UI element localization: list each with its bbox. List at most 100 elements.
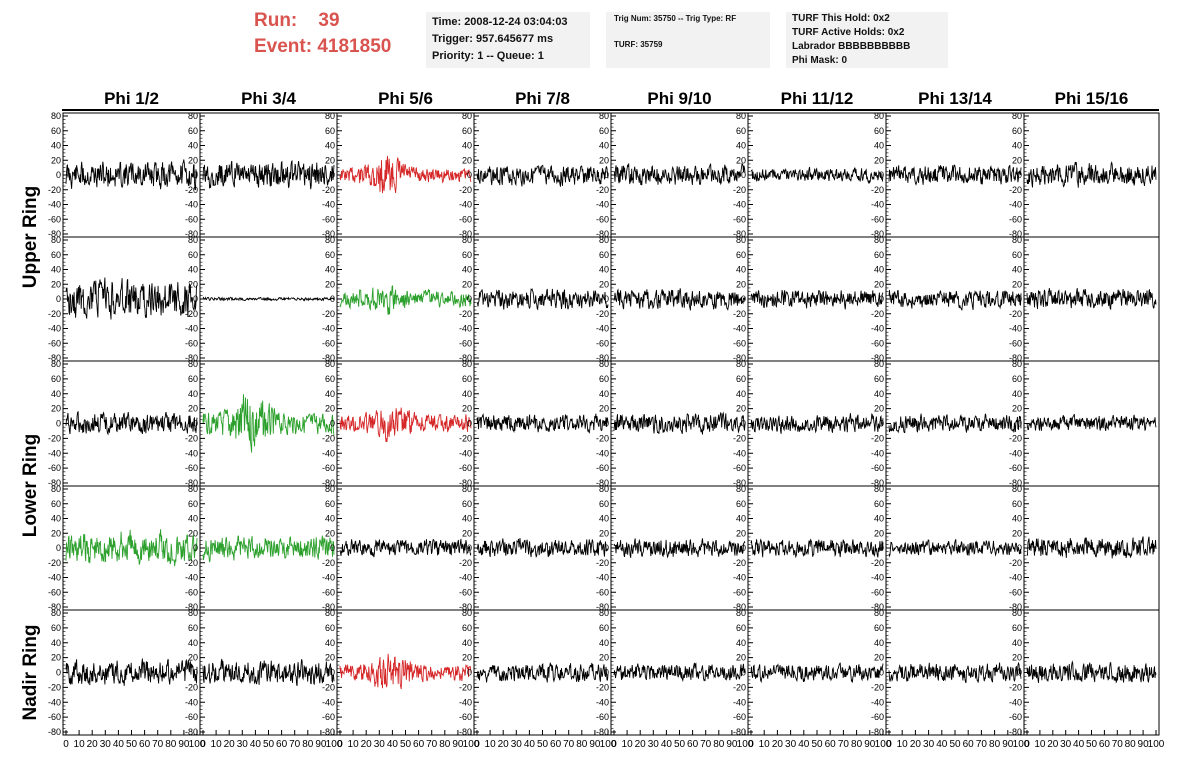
y-tick-label: 40 [325,141,335,151]
y-tick-label: 0 [467,294,472,304]
y-tick-label: -80 [596,727,609,737]
y-tick-label: -80 [185,478,198,488]
y-tick-label: -60 [322,338,335,348]
y-tick-label: 20 [188,528,198,538]
y-tick-label: 0 [330,668,335,678]
waveform-panel: -80 -60 -40 -20 0 20 40 60 80 [871,235,1025,363]
waveform-panel: -80 -60 -40 -20 0 20 40 60 80 [185,235,338,363]
y-tick-label: -60 [596,463,609,473]
y-tick-label: -40 [596,448,609,458]
y-tick-label: -20 [459,682,472,692]
y-tick-label: 40 [325,265,335,275]
phi-mask-text: Phi Mask: 0 [792,55,848,66]
y-tick-label: -20 [1009,309,1022,319]
y-tick-label: -80 [1009,478,1022,488]
y-tick-label: -40 [48,573,61,583]
y-tick-label: 40 [188,514,198,524]
y-tick-label: -80 [871,353,884,363]
waveform-trace [339,538,472,558]
run-row: Run: 39 [254,8,391,34]
y-tick-label: -60 [1009,463,1022,473]
y-tick-label: 0 [879,170,884,180]
y-tick-label: 60 [51,126,61,136]
waveform-panel: -80 -60 -40 -20 0 20 40 60 80 [185,484,338,612]
y-tick-label: -40 [596,200,609,210]
waveform-trace [888,413,1022,434]
y-tick-label: 0 [330,294,335,304]
y-tick-label: -80 [48,602,61,612]
y-tick-label: -20 [871,309,884,319]
y-tick-label: 60 [1012,126,1022,136]
y-tick-label: 20 [599,155,609,165]
y-tick-label: -60 [733,338,746,348]
y-tick-label: 80 [1012,484,1022,494]
x-tick-label: 40 [524,739,536,750]
y-tick-label: -60 [871,587,884,597]
x-tick-label: 50 [263,739,275,750]
y-tick-label: 0 [879,668,884,678]
waveform-panel: -80 -60 -40 -20 0 20 40 60 80 [733,235,887,363]
y-tick-label: -60 [459,712,472,722]
waveform-trace [1026,413,1157,432]
waveform-panel: -80 -60 -40 -20 0 20 40 60 80 [733,111,887,239]
y-tick-label: -20 [185,433,198,443]
y-tick-label: -20 [733,185,746,195]
x-tick-label: 70 [700,739,712,750]
y-tick-label: 20 [599,404,609,414]
y-tick-label: 40 [874,141,884,151]
y-tick-label: -60 [596,587,609,597]
y-tick-label: -80 [733,229,746,239]
y-tick-label: -40 [459,448,472,458]
y-tick-label: -40 [733,200,746,210]
y-tick-label: -80 [871,478,884,488]
y-tick-label: -40 [1009,697,1022,707]
y-tick-label: -80 [1009,229,1022,239]
y-tick-label: -20 [1009,682,1022,692]
y-tick-label: 60 [462,499,472,509]
column-title: Phi 13/14 [918,89,992,108]
y-tick-label: 60 [325,623,335,633]
y-tick-label: -20 [871,558,884,568]
y-tick-label: 40 [1012,514,1022,524]
y-tick-label: 60 [462,623,472,633]
y-tick-label: -80 [459,602,472,612]
y-tick-label: -60 [871,338,884,348]
x-tick-label: 30 [237,739,249,750]
trigger-text: Trigger: 957.645677 ms [432,33,554,45]
y-tick-label: 40 [51,265,61,275]
y-tick-label: 60 [462,126,472,136]
y-tick-label: 20 [51,404,61,414]
y-tick-label: 60 [1012,499,1022,509]
waveform-trace [65,410,198,436]
y-tick-label: 20 [1012,528,1022,538]
y-tick-label: 20 [325,528,335,538]
x-tick-label: 40 [113,739,125,750]
y-tick-label: -60 [1009,712,1022,722]
y-tick-label: -60 [596,712,609,722]
x-tick-label: 90 [589,739,601,750]
x-tick-label: 0 [200,739,206,750]
waveform-trace [613,662,746,683]
waveform-panel: -80 -60 -40 -20 0 20 40 60 80 [871,111,1025,239]
waveform-panel: -80 -60 -40 -20 0 20 40 60 80 [459,484,612,612]
column-title: Phi 5/6 [378,89,433,108]
y-tick-label: -60 [1009,338,1022,348]
waveform-trace [476,538,609,558]
y-tick-label: 80 [462,484,472,494]
y-tick-label: -40 [322,697,335,707]
y-tick-label: -20 [596,433,609,443]
y-tick-label: -60 [48,463,61,473]
x-tick-label: 0 [474,739,480,750]
y-tick-label: 20 [325,155,335,165]
y-tick-label: -60 [871,214,884,224]
x-tick-label: 30 [374,739,386,750]
y-tick-label: -40 [871,573,884,583]
x-tick-label: 20 [224,739,236,750]
y-tick-label: 80 [462,111,472,121]
waveform-trace [750,413,884,434]
y-tick-label: -80 [185,602,198,612]
y-tick-label: 40 [736,141,746,151]
waveform-trace [202,394,335,453]
y-tick-label: 0 [56,419,61,429]
y-tick-label: -20 [596,185,609,195]
